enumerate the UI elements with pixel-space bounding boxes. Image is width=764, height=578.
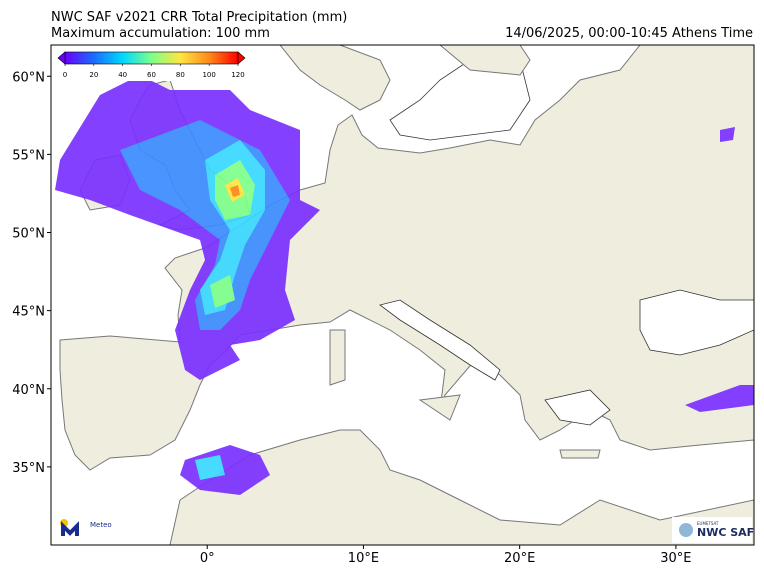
map-frame — [50, 44, 755, 546]
precipitation — [55, 75, 754, 495]
colorbar-tick-label: 40 — [118, 71, 127, 79]
colorbar-ramp — [64, 51, 239, 65]
lat-tick-label: 50°N — [12, 227, 45, 242]
colorbar-low-arrow — [57, 51, 66, 65]
lon-tick-label: 0° — [200, 551, 215, 566]
eumetsat-text: EUMETSAT — [697, 521, 719, 526]
colorbar: 0 20 40 60 80 100 120 — [56, 49, 248, 81]
meteo-logo-text: Meteo — [90, 521, 112, 529]
meteo-logo-m — [61, 521, 79, 536]
lat-tick-label: 60°N — [12, 70, 45, 85]
colorbar-tick-label: 20 — [89, 71, 98, 79]
time-label: 14/06/2025, 00:00-10:45 Athens Time — [505, 26, 753, 41]
lat-tick-label: 45°N — [12, 305, 45, 320]
lon-tick-label: 10°E — [348, 551, 379, 566]
adriatic — [379, 299, 501, 381]
colorbar-high-arrow — [237, 51, 246, 65]
lon-tick-label: 30°E — [660, 551, 691, 566]
sicily — [418, 394, 461, 421]
lon-tick-label: 20°E — [504, 551, 535, 566]
nwcsaf-text: NWC SAF — [697, 526, 754, 539]
mainland — [59, 45, 754, 471]
map-area — [51, 45, 754, 545]
colorbar-tick-label: 80 — [176, 71, 185, 79]
aegean — [544, 389, 611, 426]
nwcsaf-logo-globe — [679, 523, 693, 537]
sweden-finland — [439, 45, 531, 76]
black-sea — [639, 289, 754, 356]
corsica-sardinia — [329, 329, 346, 386]
colorbar-tick-label: 100 — [202, 71, 215, 79]
norway — [279, 45, 391, 111]
subtitle: Maximum accumulation: 100 mm — [51, 26, 270, 41]
colorbar-tick-label: 0 — [63, 71, 67, 79]
title: NWC SAF v2021 CRR Total Precipitation (m… — [51, 10, 347, 25]
colorbar-tick-label: 60 — [147, 71, 156, 79]
lat-tick-label: 35°N — [12, 461, 45, 476]
crete — [559, 449, 601, 459]
lat-tick-label: 55°N — [12, 148, 45, 163]
lat-tick-label: 40°N — [12, 383, 45, 398]
colorbar-tick-label: 120 — [231, 71, 244, 79]
